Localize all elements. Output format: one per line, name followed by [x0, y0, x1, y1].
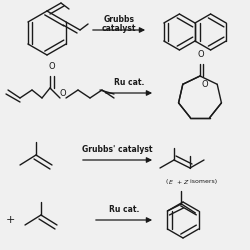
Text: +: +: [5, 215, 15, 225]
Text: O: O: [49, 62, 55, 71]
Text: E: E: [169, 180, 173, 184]
Text: catalyst: catalyst: [102, 24, 136, 33]
Text: O: O: [202, 80, 208, 89]
Text: O: O: [60, 90, 66, 98]
Text: Grubbs: Grubbs: [104, 15, 134, 24]
Text: Ru cat.: Ru cat.: [114, 78, 144, 87]
Text: +: +: [175, 180, 184, 184]
Text: Grubbs' catalyst: Grubbs' catalyst: [82, 145, 153, 154]
Text: Ru cat.: Ru cat.: [109, 205, 139, 214]
Text: O: O: [198, 50, 204, 59]
Text: (: (: [165, 180, 168, 184]
Text: isomers): isomers): [188, 180, 217, 184]
Text: Z: Z: [183, 180, 187, 184]
